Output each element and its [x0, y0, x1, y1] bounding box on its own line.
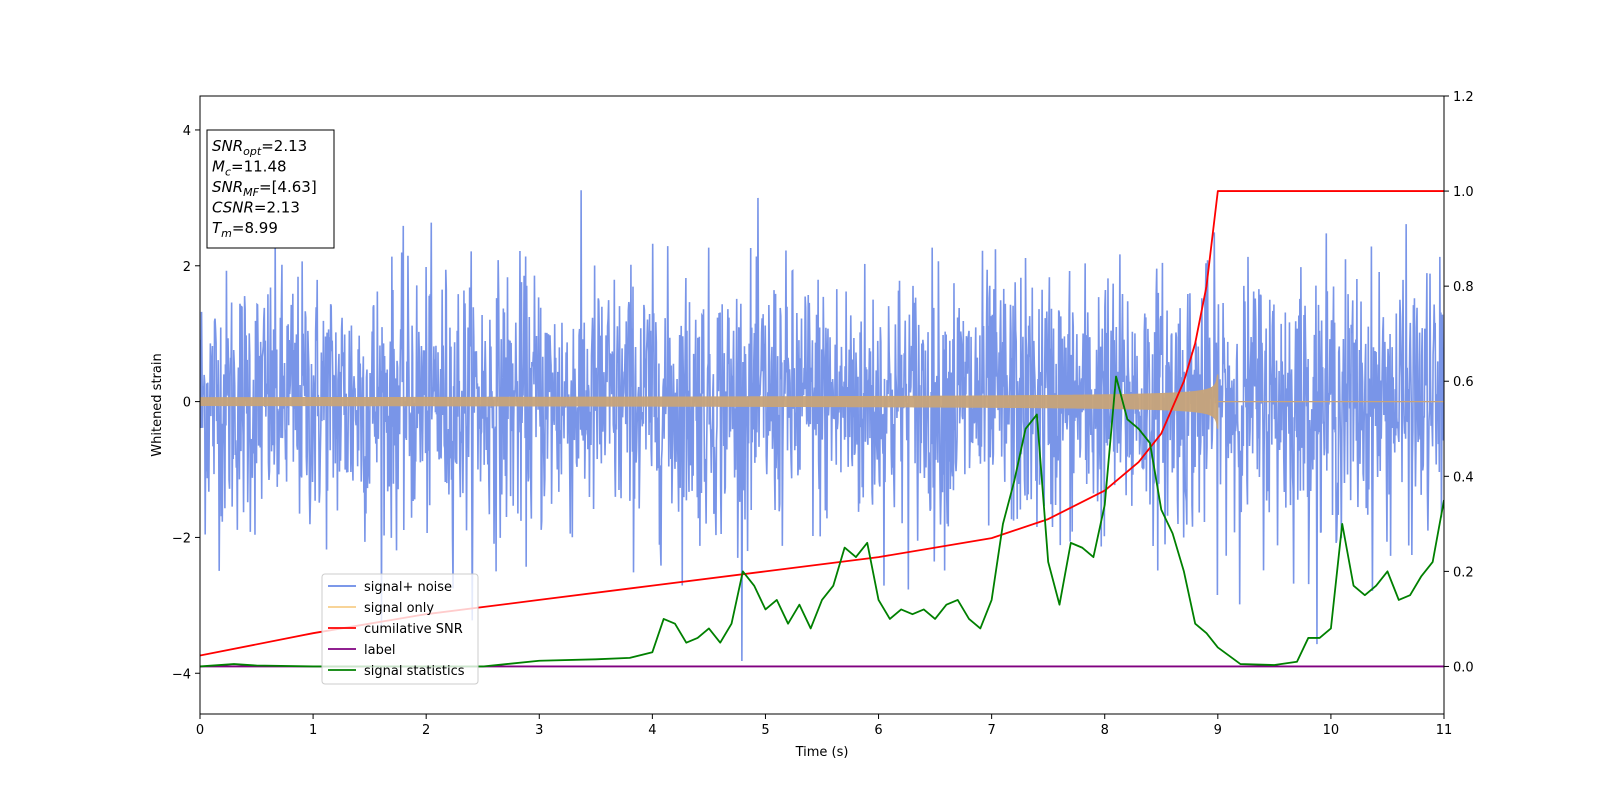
x-axis-label: Time (s) [795, 745, 849, 760]
y-axis-right: 1.2 1.0 0.8 0.6 0.4 0.2 0.0 [1444, 90, 1474, 675]
legend-entry: signal+ noise [364, 580, 452, 595]
y-left-tick-label: −4 [172, 667, 191, 682]
x-tick-label: 3 [535, 723, 543, 738]
annotation-line: SNRMF=[4.63] [212, 178, 317, 199]
annotation-line: Mc=11.48 [212, 158, 287, 179]
y-left-tick-label: −2 [172, 531, 191, 546]
legend-entry: signal statistics [364, 664, 465, 679]
x-tick-label: 8 [1101, 723, 1109, 738]
y-right-tick-label: 1.0 [1453, 185, 1474, 200]
legend-entry: cumilative SNR [364, 622, 463, 637]
series-signal-statistics-line [200, 375, 1444, 668]
y-axis-label: Whitened strain [150, 353, 165, 456]
annotation-line: CSNR=2.13 [212, 199, 300, 217]
legend-entry: signal only [364, 601, 434, 616]
x-tick-label: 10 [1323, 723, 1340, 738]
legend-entry: label [364, 643, 395, 658]
annotation-frame [206, 129, 335, 249]
y-left-tick-label: 4 [183, 124, 191, 139]
y-right-tick-label: 0.8 [1453, 280, 1474, 295]
x-tick-label: 7 [987, 723, 995, 738]
x-tick-label: 11 [1436, 723, 1453, 738]
y-left-tick-label: 0 [183, 396, 191, 411]
series-cumilative-snr-line [200, 190, 1444, 657]
y-right-tick-label: 1.2 [1453, 90, 1474, 105]
y-left-tick-label: 2 [183, 260, 191, 275]
x-tick-label: 0 [196, 723, 204, 738]
legend: signal+ noise signal only cumilative SNR la… [321, 573, 479, 685]
x-tick-label: 1 [309, 723, 317, 738]
annotation-line: Tm=8.99 [212, 219, 278, 240]
annotation-box: SNRopt=2.13Mc=11.48SNRMF=[4.63]CSNR=2.13… [206, 129, 335, 249]
legend-frame [321, 573, 479, 685]
x-axis: 0 1 2 3 4 5 6 7 8 9 10 11 [196, 714, 1452, 738]
x-tick-label: 5 [761, 723, 769, 738]
x-tick-label: 9 [1214, 723, 1222, 738]
y-axis-left: 4 2 0 −2 −4 [172, 124, 200, 682]
y-right-tick-label: 0.2 [1453, 565, 1474, 580]
x-tick-label: 2 [422, 723, 430, 738]
y-right-tick-label: 0.4 [1453, 470, 1474, 485]
y-right-tick-label: 0.0 [1453, 660, 1474, 675]
x-tick-label: 4 [648, 723, 656, 738]
annotation-line: SNRopt=2.13 [212, 137, 307, 158]
series-signal-only-line [200, 374, 1219, 429]
plot-frame [199, 95, 1445, 715]
y-right-tick-label: 0.6 [1453, 375, 1474, 390]
x-tick-label: 6 [874, 723, 882, 738]
